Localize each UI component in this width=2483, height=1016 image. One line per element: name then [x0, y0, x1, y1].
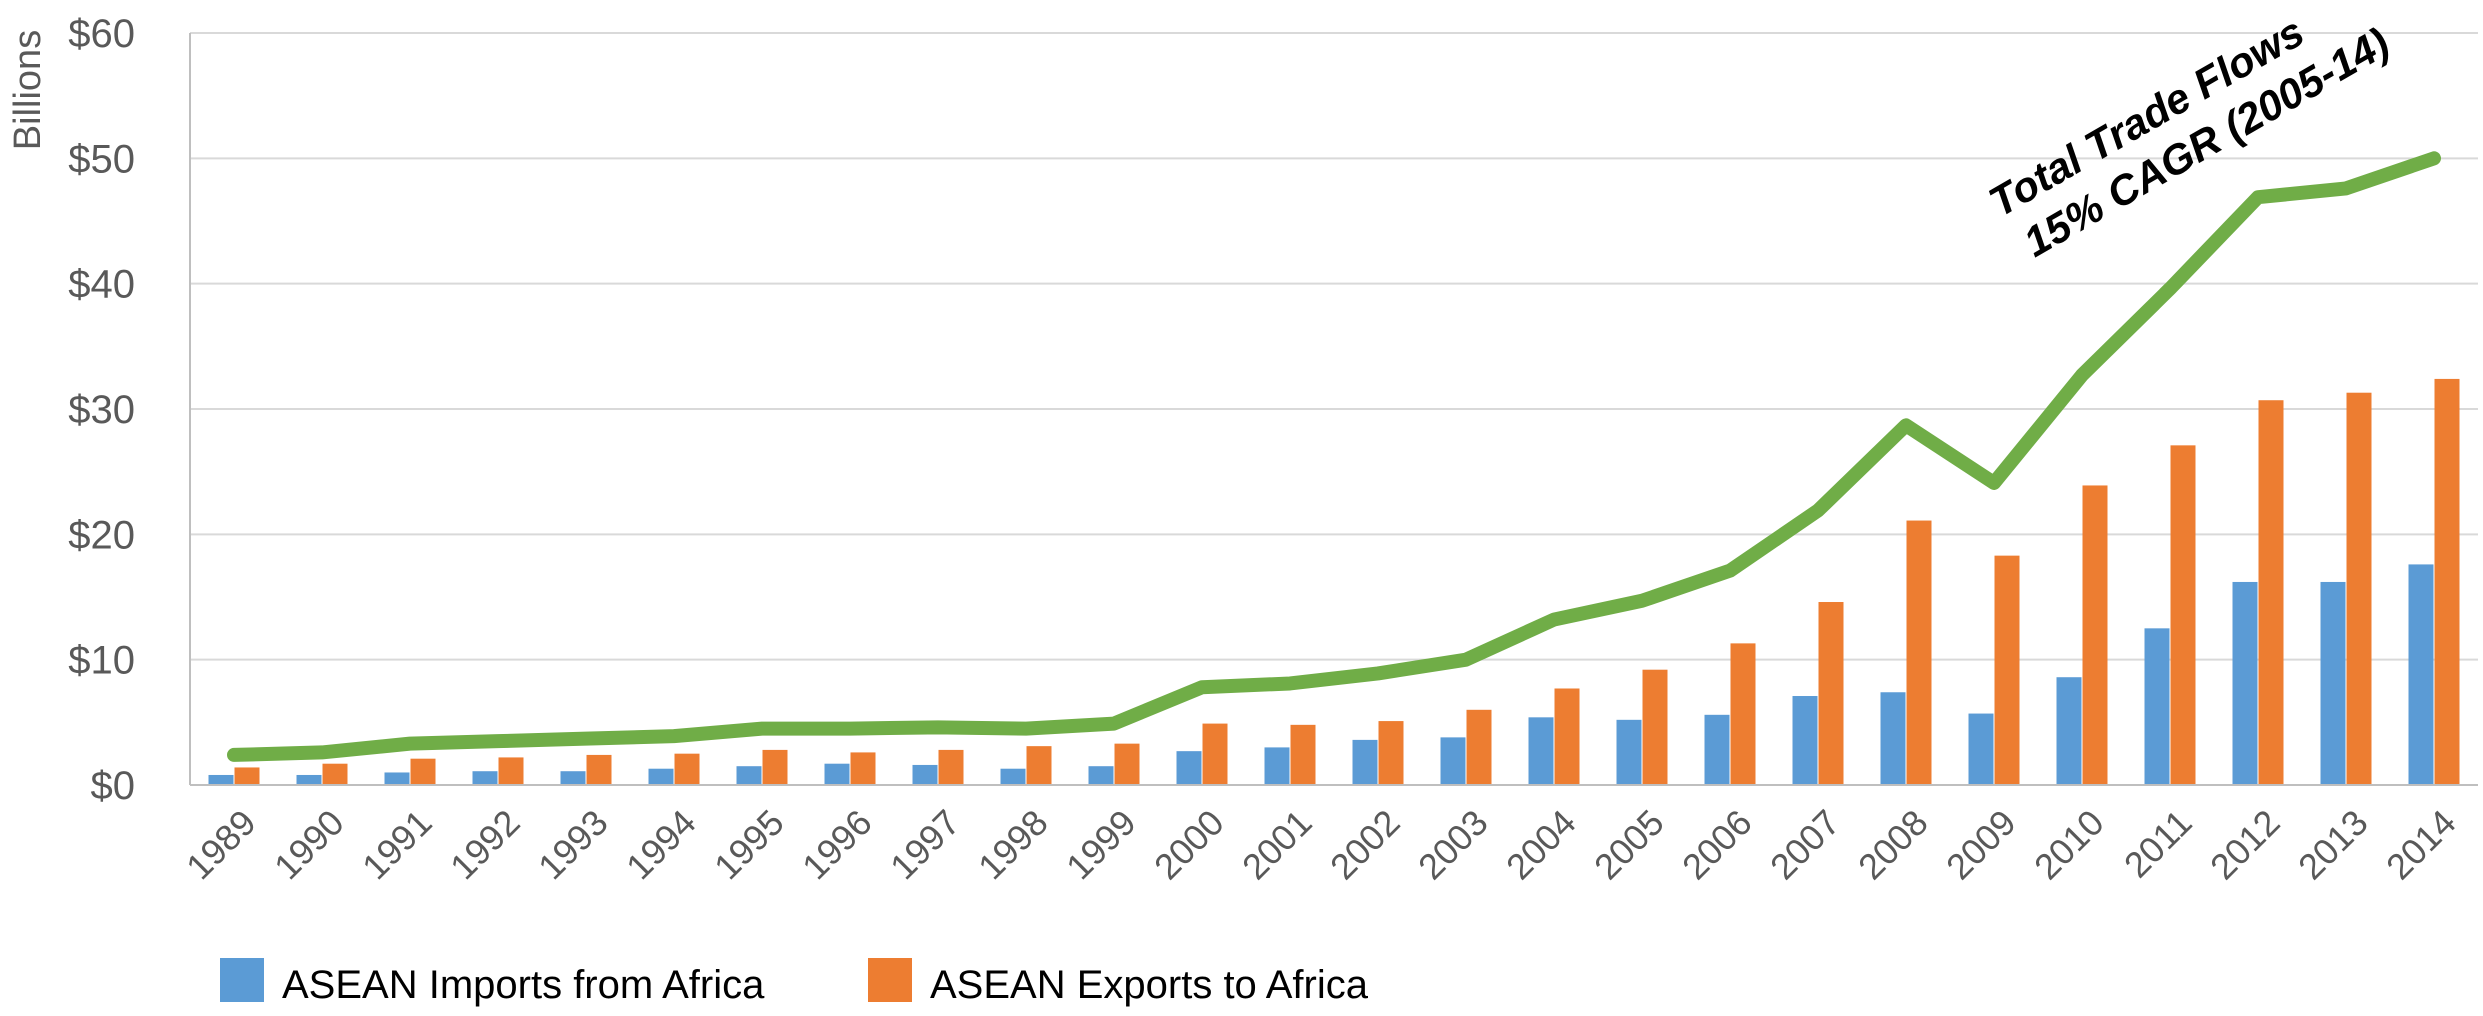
x-tick-label: 2000 [1146, 802, 1232, 888]
bar-exports [1730, 643, 1756, 785]
bar-imports [1176, 751, 1202, 785]
bar-exports [1994, 555, 2020, 785]
legend-item-imports: ASEAN Imports from Africa [220, 958, 765, 1007]
bar-exports [674, 753, 700, 785]
bar-exports [498, 757, 524, 785]
bar-exports [1114, 743, 1140, 785]
bar-exports [2258, 400, 2284, 785]
x-tick-label: 1994 [618, 802, 704, 888]
x-tick-label: 1997 [882, 802, 968, 888]
y-tick-label: $20 [68, 513, 135, 557]
bar-exports [586, 754, 612, 785]
x-tick-label: 1989 [178, 802, 264, 888]
bar-imports [1792, 696, 1818, 785]
bar-exports [1202, 723, 1228, 785]
x-tick-label: 2002 [1322, 802, 1408, 888]
bar-exports [938, 749, 964, 785]
x-tick-label: 1991 [354, 802, 440, 888]
legend-label-exports: ASEAN Exports to Africa [930, 963, 1369, 1007]
bar-imports [1968, 713, 1994, 785]
bar-imports [912, 764, 938, 785]
bar-exports [1818, 602, 1844, 785]
bar-imports [1704, 714, 1730, 785]
bar-imports [648, 768, 674, 785]
bar-imports [384, 772, 410, 785]
x-tick-label: 2007 [1762, 802, 1848, 888]
x-tick-label: 1992 [442, 802, 528, 888]
bar-exports [234, 767, 260, 785]
x-tick-label: 2005 [1586, 802, 1672, 888]
bar-exports [410, 758, 436, 785]
y-tick-label: $60 [68, 12, 135, 56]
bar-exports [2346, 392, 2372, 785]
bar-imports [2144, 628, 2170, 785]
bar-imports [208, 774, 234, 785]
bar-exports [1290, 724, 1316, 785]
bars [208, 378, 2460, 785]
bar-exports [1466, 709, 1492, 785]
x-tick-label: 1998 [970, 802, 1056, 888]
x-tick-label: 2008 [1850, 802, 1936, 888]
y-tick-label: $40 [68, 263, 135, 307]
bar-exports [1554, 688, 1580, 785]
total-trade-line [227, 151, 2441, 762]
x-tick-label: 2003 [1410, 802, 1496, 888]
y-axis-title: Billions [7, 30, 49, 150]
bar-imports [824, 763, 850, 785]
bar-imports [1088, 766, 1114, 785]
legend: ASEAN Imports from Africa ASEAN Exports … [220, 958, 1369, 1007]
y-tick-label: $50 [68, 137, 135, 181]
y-tick-label: $10 [68, 639, 135, 683]
bar-imports [472, 771, 498, 785]
x-tick-label: 1996 [794, 802, 880, 888]
bar-imports [1352, 739, 1378, 785]
bar-exports [762, 749, 788, 785]
bar-imports [1440, 737, 1466, 785]
x-tick-label: 2010 [2026, 802, 2112, 888]
legend-swatch-imports [220, 958, 264, 1002]
bar-exports [1642, 669, 1668, 785]
x-tick-label: 2006 [1674, 802, 1760, 888]
x-tick-label: 1995 [706, 802, 792, 888]
bar-imports [296, 774, 322, 785]
x-tick-label: 2004 [1498, 802, 1584, 888]
bar-imports [2320, 581, 2346, 785]
x-tick-label: 2011 [2116, 802, 2200, 886]
x-tick-label: 2013 [2290, 802, 2376, 888]
bar-imports [1528, 717, 1554, 785]
bar-exports [2434, 378, 2460, 785]
x-tick-label: 2014 [2378, 802, 2464, 888]
bar-imports [1616, 719, 1642, 785]
bar-exports [1026, 746, 1052, 785]
x-tick-label: 2001 [1234, 802, 1320, 888]
bar-exports [2170, 445, 2196, 785]
legend-swatch-exports [868, 958, 912, 1002]
bar-imports [2056, 677, 2082, 785]
bar-imports [2408, 564, 2434, 785]
x-tick-label: 1993 [530, 802, 616, 888]
line-total-trade [227, 151, 2441, 762]
bar-imports [1880, 692, 1906, 785]
bar-imports [2232, 581, 2258, 785]
bar-exports [1378, 721, 1404, 785]
bar-imports [560, 771, 586, 785]
bar-exports [2082, 485, 2108, 785]
x-tick-label: 2009 [1938, 802, 2024, 888]
bar-imports [1264, 747, 1290, 785]
y-tick-label: $30 [68, 388, 135, 432]
bar-imports [736, 766, 762, 785]
x-tick-label: 1990 [266, 802, 352, 888]
x-tick-label: 1999 [1058, 802, 1144, 888]
bar-imports [1000, 768, 1026, 785]
bar-exports [850, 752, 876, 785]
y-tick-label: $0 [91, 764, 136, 808]
x-tick-label: 2012 [2202, 802, 2288, 888]
legend-label-imports: ASEAN Imports from Africa [282, 963, 765, 1007]
trend-annotation: Total Trade Flows 15% CAGR (2005-14) [1981, 8, 2397, 266]
bar-exports [322, 763, 348, 785]
bar-exports [1906, 520, 1932, 785]
legend-item-exports: ASEAN Exports to Africa [868, 958, 1369, 1007]
